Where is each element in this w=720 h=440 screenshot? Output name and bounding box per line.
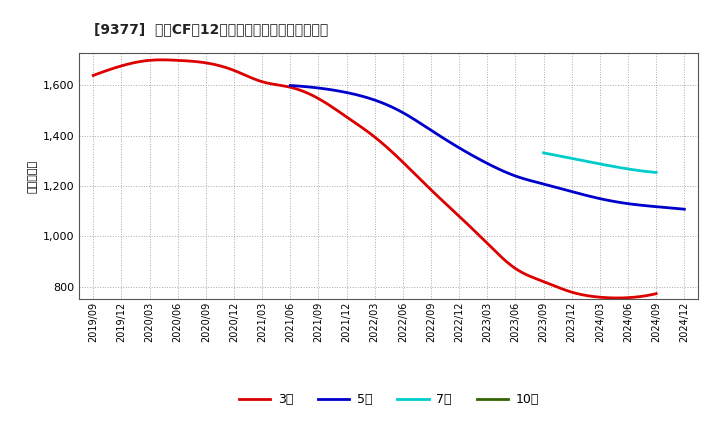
7年	[649, 169, 658, 175]
Y-axis label: （百万円）: （百万円）	[27, 159, 37, 193]
3年	[361, 127, 369, 132]
7年	[606, 163, 615, 169]
7年	[593, 161, 601, 166]
5年	[680, 206, 688, 212]
3年	[641, 293, 649, 298]
Legend: 3年, 5年, 7年, 10年: 3年, 5年, 7年, 10年	[234, 388, 544, 411]
3年	[357, 125, 366, 130]
3年	[89, 73, 98, 78]
5年	[286, 83, 294, 88]
7年	[539, 150, 548, 155]
Line: 3年: 3年	[94, 60, 656, 298]
7年	[593, 161, 602, 166]
5年	[521, 176, 529, 182]
5年	[670, 205, 679, 211]
3年	[425, 186, 433, 191]
3年	[552, 284, 560, 289]
3年	[158, 57, 166, 62]
Line: 5年: 5年	[290, 85, 684, 209]
Text: [9377]  営業CFの12か月移動合計の平均値の推移: [9377] 営業CFの12か月移動合計の平均値の推移	[94, 22, 328, 36]
5年	[475, 157, 484, 162]
3年	[613, 295, 622, 301]
5年	[473, 156, 482, 161]
7年	[652, 170, 660, 175]
3年	[395, 156, 403, 161]
5年	[609, 199, 618, 204]
3年	[652, 291, 660, 296]
Line: 7年: 7年	[544, 153, 656, 172]
5年	[499, 169, 508, 174]
7年	[631, 168, 640, 173]
7年	[600, 162, 609, 168]
